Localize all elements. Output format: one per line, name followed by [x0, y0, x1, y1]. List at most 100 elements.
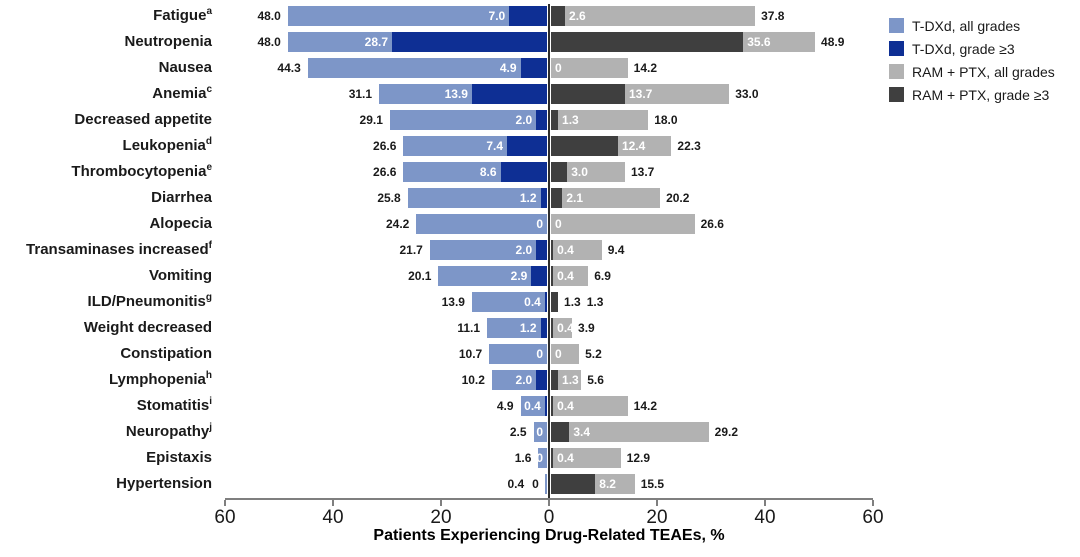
- ram-ptx-all-value: 13.7: [630, 165, 655, 179]
- ram-ptx-grade3-value: 3.4: [573, 425, 591, 439]
- tdxd-all-value: 4.9: [496, 399, 514, 413]
- tdxd-grade3-bar: [540, 188, 547, 208]
- adverse-event-label: Anemiac: [0, 84, 212, 104]
- tdxd-all-bar: [307, 58, 547, 78]
- adverse-event-text: Nausea: [158, 59, 212, 76]
- legend-label: T-DXd, grade ≥3: [912, 40, 1015, 57]
- ram-ptx-grade3-value: 12.4: [621, 139, 646, 153]
- adverse-event-label: Constipation: [0, 344, 212, 364]
- tdxd-all-value: 44.3: [277, 61, 301, 75]
- tdxd-all-value: 48.0: [257, 9, 281, 23]
- ram-ptx-grade3-bar: [551, 396, 554, 416]
- tdxd-grade3-value: 2.9: [510, 269, 528, 283]
- adverse-event-text: Weight decreased: [83, 319, 212, 336]
- legend: T-DXd, all grades T-DXd, grade ≥3 RAM + PT…: [889, 14, 1055, 106]
- tdxd-all-bar: [389, 110, 547, 130]
- ram-ptx-all-bar: [551, 214, 695, 234]
- tdxd-grade3-value: 0: [536, 347, 543, 361]
- ram-ptx-grade3-value: 13.7: [628, 87, 653, 101]
- adverse-event-text: Neutropenia: [124, 33, 212, 50]
- adverse-event-text: Epistaxis: [146, 449, 212, 466]
- tdxd-all-swatch: [889, 18, 904, 33]
- ram-ptx-all-bar: [551, 240, 602, 260]
- legend-label: T-DXd, all grades: [912, 17, 1021, 34]
- tdxd-all-value: 10.7: [458, 347, 483, 361]
- x-axis-tick: [872, 500, 874, 506]
- tdxd-all-bar: [438, 266, 547, 286]
- tdxd-all-value: 2.5: [509, 425, 527, 439]
- adverse-event-text: Diarrhea: [151, 189, 212, 206]
- x-axis-tick-label: 60: [214, 507, 236, 528]
- x-axis-tick: [764, 500, 766, 506]
- footnote-marker: a: [206, 6, 212, 17]
- adverse-event-label: Thrombocytopeniae: [0, 162, 212, 182]
- tdxd-all-value: 10.2: [461, 373, 485, 387]
- x-axis-tick: [548, 500, 550, 506]
- x-axis-tick-label: 0: [543, 507, 555, 528]
- tdxd-all-bar: [471, 292, 547, 312]
- ram-ptx-grade3-value: 0: [555, 61, 562, 75]
- adverse-event-label: Epistaxis: [0, 448, 212, 468]
- legend-item: T-DXd, grade ≥3: [889, 37, 1055, 60]
- tdxd-all-value: 26.6: [373, 139, 397, 153]
- tdxd-grade3-bar: [507, 136, 547, 156]
- ram-ptx-grade3-value: 0.4: [557, 451, 574, 465]
- ram-ptx-all-bar: [551, 422, 709, 442]
- ram-ptx-all-value: 22.3: [677, 139, 701, 153]
- ram-ptx-grade3-bar: [551, 370, 559, 390]
- tdxd-all-bar: [489, 344, 547, 364]
- ram-ptx-grade3-bar: [551, 266, 554, 286]
- adverse-event-text: Alopecia: [149, 215, 212, 232]
- ram-ptx-grade3-value: 1.3: [562, 113, 579, 127]
- adverse-event-label: Weight decreased: [0, 318, 212, 338]
- tdxd-grade3-bar: [471, 84, 547, 104]
- ram-ptx-all-value: 1.3: [586, 295, 604, 309]
- x-axis-tick-label: 20: [646, 507, 668, 528]
- ram-ptx-all-value: 20.2: [666, 191, 690, 205]
- tdxd-all-value: 13.9: [441, 295, 465, 309]
- ram-ptx-all-swatch: [889, 64, 904, 79]
- x-axis-tick: [656, 500, 658, 506]
- legend-item: RAM + PTX, all grades: [889, 60, 1055, 83]
- ram-ptx-all-value: 15.5: [640, 477, 665, 491]
- tdxd-grade3-value: 28.7: [364, 35, 389, 49]
- ram-ptx-grade3-value: 1.3: [564, 295, 581, 309]
- ram-ptx-grade3-bar: [551, 32, 744, 52]
- ram-ptx-all-value: 14.2: [633, 61, 658, 75]
- ram-ptx-all-bar: [551, 188, 661, 208]
- x-axis-tick: [332, 500, 334, 506]
- tdxd-grade3-value: 2.0: [515, 113, 533, 127]
- tdxd-grade3-bar: [531, 266, 547, 286]
- x-axis-tick-label: 40: [754, 507, 776, 528]
- ram-ptx-grade3-value: 0: [555, 217, 562, 231]
- ram-ptx-grade3-bar: [551, 474, 596, 494]
- ram-ptx-grade3-bar: [551, 292, 559, 312]
- tdxd-all-bar: [429, 240, 547, 260]
- ram-ptx-grade3-value: 2.1: [566, 191, 584, 205]
- x-axis-line: [225, 498, 873, 500]
- tdxd-all-bar: [287, 32, 547, 52]
- footnote-marker: f: [208, 240, 212, 251]
- adverse-event-label: Nausea: [0, 58, 212, 78]
- ram-ptx-all-bar: [551, 448, 621, 468]
- ram-ptx-all-bar: [551, 162, 625, 182]
- ram-ptx-grade3-value: 35.6: [747, 35, 771, 49]
- tdxd-all-value: 1.6: [514, 451, 532, 465]
- ram-ptx-grade3-value: 2.6: [569, 9, 586, 23]
- zero-axis-line: [548, 4, 550, 498]
- adverse-event-text: Transaminases increased: [26, 241, 209, 258]
- tdxd-all-value: 48.0: [257, 35, 281, 49]
- footnote-marker: c: [206, 84, 212, 95]
- adverse-event-text: Vomiting: [148, 267, 212, 284]
- adverse-event-text: ILD/Pneumonitis: [87, 293, 206, 310]
- tdxd-grade3-value: 0.4: [524, 295, 541, 309]
- tdxd-grade3-value: 4.9: [499, 61, 517, 75]
- x-axis-tick-label: 40: [322, 507, 344, 528]
- tdxd-grade3-bar: [536, 110, 547, 130]
- tdxd-grade3-value: 13.9: [444, 87, 468, 101]
- ram-ptx-grade3-value: 8.2: [599, 477, 616, 491]
- footnote-marker: i: [209, 396, 212, 407]
- tdxd-all-bar: [533, 422, 547, 442]
- tdxd-all-bar: [538, 448, 547, 468]
- adverse-event-text: Thrombocytopenia: [71, 163, 207, 180]
